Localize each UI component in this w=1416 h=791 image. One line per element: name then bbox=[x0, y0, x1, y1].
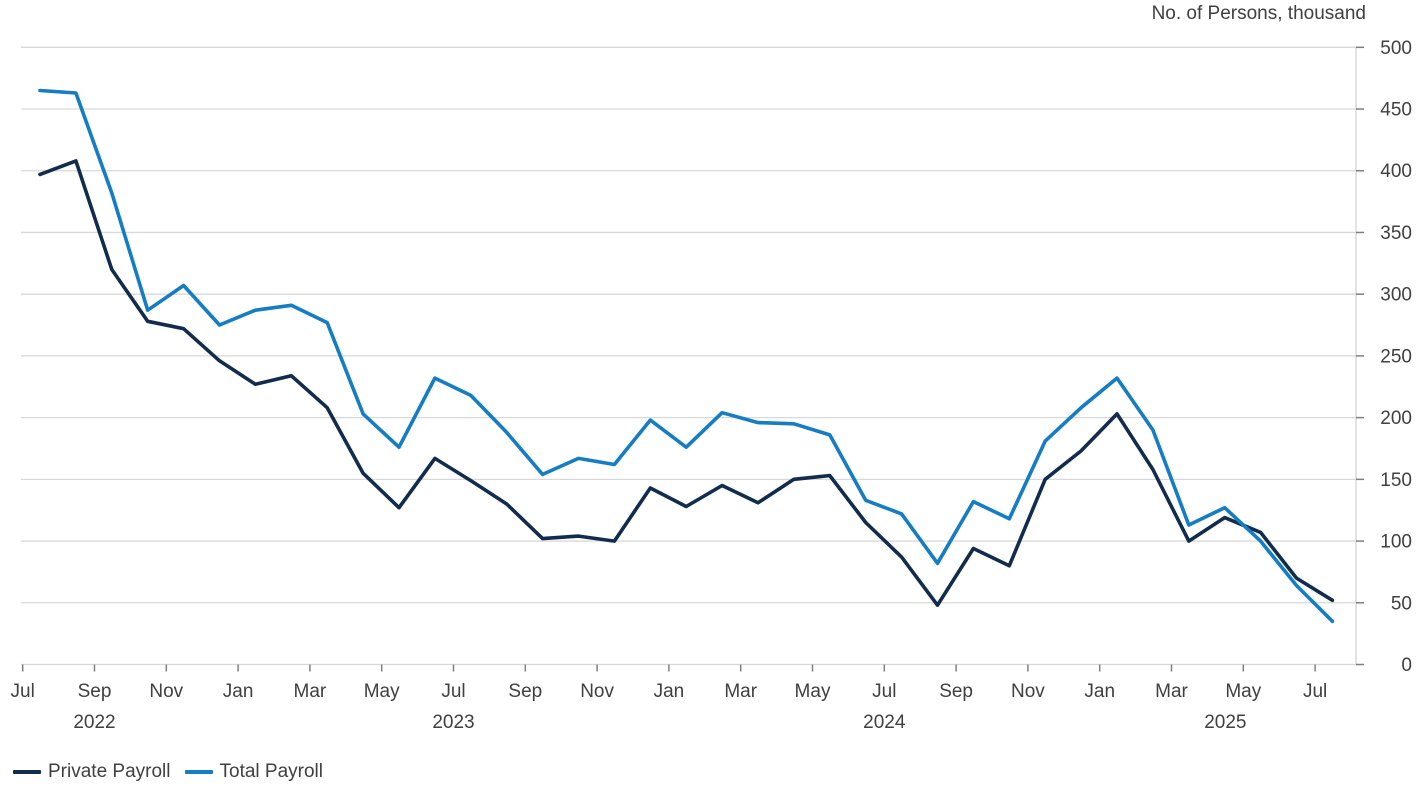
legend-label-total-payroll: Total Payroll bbox=[219, 761, 324, 782]
x-tick-label: Mar bbox=[294, 681, 327, 702]
legend-item-private-payroll: Private Payroll bbox=[13, 761, 171, 783]
series-line-total-payroll bbox=[38, 88, 1335, 624]
y-tick-label: 100 bbox=[1380, 532, 1412, 553]
y-axis-title: No. of Persons, thousand bbox=[1151, 3, 1366, 24]
x-tick-label: Jul bbox=[872, 681, 896, 702]
x-tick-label: Jan bbox=[654, 681, 685, 702]
x-tick-label: May bbox=[1225, 681, 1261, 702]
y-tick-label: 300 bbox=[1380, 285, 1412, 306]
x-tick-label: May bbox=[795, 681, 831, 702]
y-tick-label: 0 bbox=[1401, 655, 1412, 676]
y-tick-label: 200 bbox=[1380, 408, 1412, 429]
x-tick-label: Jan bbox=[223, 681, 254, 702]
y-tick-label: 250 bbox=[1380, 346, 1412, 367]
y-tick-label: 500 bbox=[1380, 38, 1412, 59]
x-tick-label: Nov bbox=[149, 681, 183, 702]
x-tick-label: Jul bbox=[1303, 681, 1327, 702]
x-tick-label: Jan bbox=[1084, 681, 1115, 702]
legend-item-total-payroll: Total Payroll bbox=[184, 761, 324, 783]
x-tick-label: Jul bbox=[11, 681, 35, 702]
x-year-label-2022: 2022 bbox=[73, 712, 115, 733]
x-year-label-2025: 2025 bbox=[1204, 712, 1246, 733]
x-year-label-2024: 2024 bbox=[863, 712, 906, 733]
y-tick-label: 350 bbox=[1380, 223, 1412, 244]
x-tick-label: Sep bbox=[939, 681, 973, 702]
legend-label-private-payroll: Private Payroll bbox=[48, 761, 171, 782]
x-tick-label: May bbox=[364, 681, 400, 702]
y-tick-label: 450 bbox=[1380, 100, 1412, 121]
legend-swatch-private-payroll bbox=[13, 770, 41, 774]
y-tick-label: 50 bbox=[1391, 593, 1412, 614]
legend: Private Payroll Total Payroll bbox=[13, 761, 323, 783]
x-year-label-2023: 2023 bbox=[432, 712, 474, 733]
x-tick-label: Sep bbox=[78, 681, 112, 702]
x-tick-label: Mar bbox=[1155, 681, 1188, 702]
x-tick-label: Nov bbox=[580, 681, 614, 702]
series-line-private-payroll bbox=[38, 159, 1335, 608]
x-tick-label: Nov bbox=[1011, 681, 1045, 702]
y-tick-label: 150 bbox=[1380, 470, 1412, 491]
x-tick-label: Jul bbox=[441, 681, 465, 702]
x-tick-label: Sep bbox=[508, 681, 542, 702]
y-tick-label: 400 bbox=[1380, 161, 1412, 182]
legend-swatch-total-payroll bbox=[184, 770, 213, 774]
x-tick-label: Mar bbox=[724, 681, 757, 702]
